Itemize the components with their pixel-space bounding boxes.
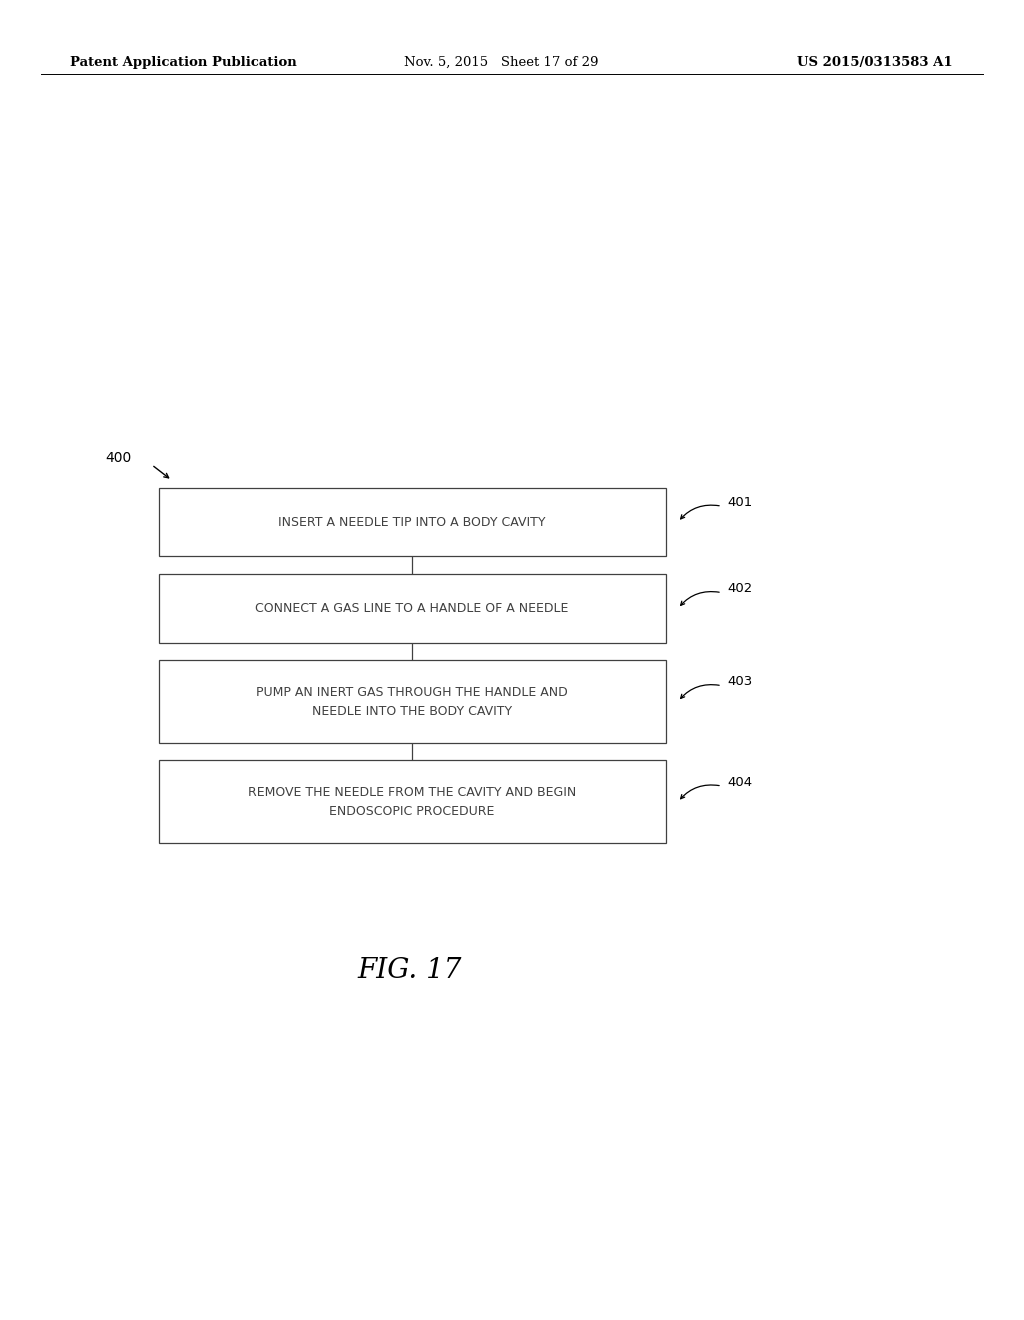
Text: PUMP AN INERT GAS THROUGH THE HANDLE AND
NEEDLE INTO THE BODY CAVITY: PUMP AN INERT GAS THROUGH THE HANDLE AND…: [256, 685, 568, 718]
Text: Patent Application Publication: Patent Application Publication: [70, 55, 296, 69]
Text: 403: 403: [727, 676, 753, 688]
Text: 401: 401: [727, 496, 753, 508]
Bar: [159, 760, 666, 843]
Text: FIG. 17: FIG. 17: [357, 957, 462, 983]
Text: 402: 402: [727, 582, 753, 595]
Text: REMOVE THE NEEDLE FROM THE CAVITY AND BEGIN
ENDOSCOPIC PROCEDURE: REMOVE THE NEEDLE FROM THE CAVITY AND BE…: [248, 785, 577, 818]
Bar: [159, 487, 666, 557]
Bar: [159, 660, 666, 743]
Text: 404: 404: [727, 776, 753, 788]
Text: CONNECT A GAS LINE TO A HANDLE OF A NEEDLE: CONNECT A GAS LINE TO A HANDLE OF A NEED…: [255, 602, 569, 615]
Text: INSERT A NEEDLE TIP INTO A BODY CAVITY: INSERT A NEEDLE TIP INTO A BODY CAVITY: [279, 516, 546, 528]
Bar: [159, 574, 666, 643]
Text: Nov. 5, 2015   Sheet 17 of 29: Nov. 5, 2015 Sheet 17 of 29: [404, 55, 599, 69]
Text: 400: 400: [104, 451, 131, 465]
Text: US 2015/0313583 A1: US 2015/0313583 A1: [797, 55, 952, 69]
